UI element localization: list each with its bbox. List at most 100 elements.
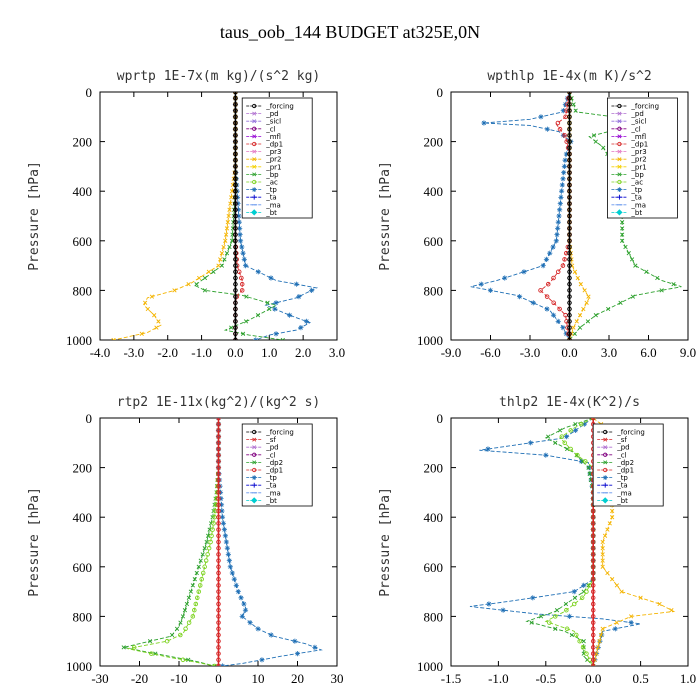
series-marker-tp [540, 263, 546, 269]
y-tick-label: 1000 [66, 333, 92, 348]
panel-title: rtp2 1E-11x(kg^2)/(kg^2 s) [117, 395, 321, 410]
y-tick-label: 0 [86, 411, 93, 426]
y-tick-label: 600 [73, 234, 93, 249]
series-marker-tp [253, 337, 259, 340]
legend-marker [603, 437, 608, 442]
series-marker-dp2 [205, 533, 211, 538]
x-tick-label: 1.0 [680, 671, 696, 686]
series-marker-tp [273, 300, 279, 306]
series-marker-tp [586, 465, 592, 471]
series-marker-tp [221, 527, 228, 533]
series-marker-forcing [233, 275, 238, 281]
series-marker-forcing [216, 663, 221, 666]
series-marker-bp [626, 251, 631, 256]
series-marker-forcing [590, 521, 596, 526]
series-marker-dp1 [584, 651, 589, 656]
series-marker-forcing [216, 418, 221, 421]
legend-marker [252, 111, 257, 116]
legend-entry: _bt [265, 209, 277, 217]
legend-entry: _tp [265, 474, 277, 482]
plot-frame [450, 417, 689, 667]
series-marker-forcing [590, 558, 596, 563]
series-marker-forcing [590, 552, 596, 557]
series-marker-pd [600, 539, 605, 545]
series-marker-tp [554, 232, 560, 238]
series-marker-tp [242, 263, 249, 269]
series-marker-dp2 [169, 632, 175, 638]
series-marker-tp [487, 287, 494, 293]
series-marker-tp [234, 182, 240, 188]
series-marker-forcing [590, 508, 596, 514]
series-marker-forcing [567, 275, 572, 281]
chart-panel-3: rtp2 1E-11x(kg^2)/(kg^2 s) Pressure [hPa]… [27, 395, 344, 686]
legend-marker [617, 187, 622, 192]
series-marker-forcing [233, 139, 238, 144]
legend-entry: _sicl [630, 118, 646, 126]
series-marker-tp [222, 533, 229, 539]
series-marker-dp1 [562, 133, 567, 138]
series-marker-pr1 [206, 269, 211, 274]
series-marker-dp1 [544, 294, 550, 299]
series-marker-dp1 [205, 552, 210, 557]
series-marker-dp1 [239, 281, 245, 287]
series-marker-bp [620, 232, 625, 237]
series-marker-tp [521, 269, 527, 275]
legend-marker [602, 482, 608, 488]
series-marker-forcing [567, 126, 572, 132]
series-marker-forcing [216, 446, 221, 452]
legend-marker [617, 141, 622, 147]
series-marker-pr1 [584, 300, 589, 305]
series-marker-forcing [216, 490, 221, 495]
legend-marker [252, 103, 257, 109]
series-group [121, 418, 323, 666]
y-tick-label: 800 [424, 283, 444, 298]
legend-marker [617, 149, 622, 154]
series-marker-bp [593, 139, 598, 144]
series-marker-dp2 [184, 601, 190, 607]
series-marker-tp [293, 281, 299, 287]
legend-marker [602, 475, 608, 480]
series-marker-tp [478, 281, 484, 287]
y-tick-label: 1000 [417, 659, 443, 674]
legend-marker [603, 467, 608, 473]
legend-marker [251, 497, 258, 504]
series-marker-pd [638, 595, 643, 600]
legend-entry: _ta [265, 194, 277, 202]
series-marker-forcing [233, 269, 238, 275]
series-marker-forcing [216, 471, 221, 477]
y-tick-label: 400 [73, 184, 93, 199]
series-line-dp2 [525, 418, 594, 666]
series-marker-forcing [590, 614, 596, 619]
series-marker-tp [563, 331, 569, 337]
series-marker-tp [563, 151, 570, 157]
figure-title: taus_oob_144 BUDGET at325E,0N [220, 22, 480, 42]
series-marker-forcing [233, 114, 238, 120]
series-marker-forcing [216, 539, 221, 545]
series-marker-dp1 [579, 595, 585, 601]
series-marker-dp1 [584, 589, 589, 594]
series-marker-dp2 [194, 570, 199, 576]
x-tick-label: -1.0 [191, 345, 212, 360]
series-marker-forcing [590, 626, 596, 632]
series-marker-pd [595, 645, 601, 650]
series-marker-forcing [233, 145, 238, 151]
series-marker-dp1 [579, 421, 584, 427]
series-marker-forcing [233, 157, 238, 163]
series-marker-tp [247, 620, 253, 626]
series-marker-forcing [233, 281, 238, 287]
series-marker-forcing [567, 182, 572, 188]
series-marker-pr1 [229, 195, 234, 200]
legend-entry: _mfl [630, 133, 646, 141]
series-marker-tp [235, 201, 241, 207]
series-marker-tp [239, 613, 245, 619]
series-marker-tp [550, 312, 557, 318]
legend-entry: _bt [630, 209, 642, 217]
legend-marker [252, 157, 257, 162]
series-marker-forcing [216, 514, 221, 520]
y-tick-label: 0 [86, 85, 93, 100]
series-marker-bp [655, 275, 660, 281]
series-marker-forcing [216, 521, 221, 526]
series-marker-pd [600, 626, 605, 631]
series-marker-tp [561, 163, 568, 169]
legend-marker [252, 179, 257, 185]
